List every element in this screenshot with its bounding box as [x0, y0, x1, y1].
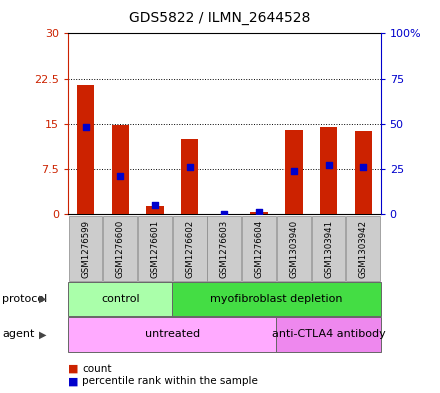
- Text: percentile rank within the sample: percentile rank within the sample: [82, 376, 258, 386]
- Point: [151, 202, 158, 208]
- Text: GSM1276603: GSM1276603: [220, 219, 229, 278]
- Text: GSM1276599: GSM1276599: [81, 220, 90, 277]
- Text: GSM1303942: GSM1303942: [359, 220, 368, 277]
- Bar: [285, 130, 303, 214]
- Point: [82, 124, 89, 130]
- Point: [186, 164, 193, 170]
- Bar: [77, 84, 94, 214]
- Point: [290, 168, 297, 174]
- Text: GSM1276600: GSM1276600: [116, 219, 125, 278]
- Text: ▶: ▶: [39, 294, 47, 304]
- Text: untreated: untreated: [145, 329, 200, 340]
- Text: GDS5822 / ILMN_2644528: GDS5822 / ILMN_2644528: [129, 11, 311, 25]
- Text: control: control: [101, 294, 139, 304]
- Text: agent: agent: [2, 329, 35, 340]
- Text: GSM1303941: GSM1303941: [324, 220, 333, 277]
- Point: [360, 164, 367, 170]
- Text: myofibroblast depletion: myofibroblast depletion: [210, 294, 343, 304]
- Text: GSM1276601: GSM1276601: [150, 219, 159, 278]
- Point: [325, 162, 332, 169]
- Text: ▶: ▶: [39, 329, 47, 340]
- Text: GSM1303940: GSM1303940: [290, 220, 298, 277]
- Text: count: count: [82, 364, 112, 374]
- Point: [221, 211, 228, 217]
- Text: ■: ■: [68, 364, 79, 374]
- Bar: [147, 206, 164, 214]
- Point: [256, 209, 263, 215]
- Text: GSM1276602: GSM1276602: [185, 219, 194, 278]
- Bar: [250, 212, 268, 214]
- Text: protocol: protocol: [2, 294, 48, 304]
- Text: anti-CTLA4 antibody: anti-CTLA4 antibody: [271, 329, 385, 340]
- Bar: [181, 139, 198, 214]
- Text: ■: ■: [68, 376, 79, 386]
- Point: [117, 173, 124, 179]
- Bar: [320, 127, 337, 214]
- Bar: [112, 125, 129, 214]
- Text: GSM1276604: GSM1276604: [255, 219, 264, 278]
- Bar: [355, 131, 372, 214]
